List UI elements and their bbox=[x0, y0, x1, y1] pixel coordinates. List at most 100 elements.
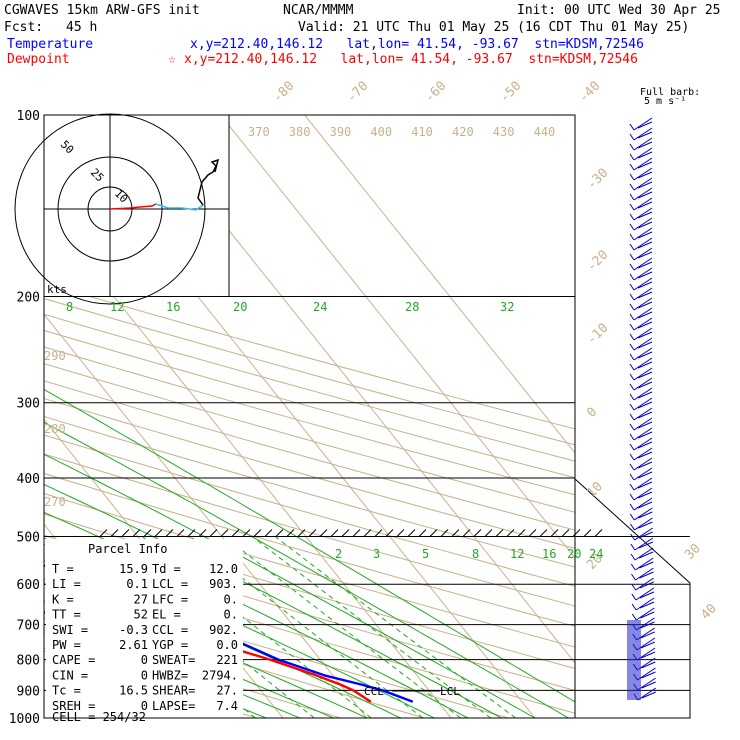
wind-barb-flag bbox=[633, 147, 653, 161]
isotherm-label: -70 bbox=[344, 79, 371, 106]
parcel-field-label: PW = bbox=[52, 638, 81, 652]
wind-barb-shaft bbox=[629, 333, 635, 341]
wind-barb-flag bbox=[637, 231, 653, 239]
wind-barb-flag bbox=[637, 141, 653, 149]
pressure-tick-label: 200 bbox=[17, 291, 40, 306]
parcel-field-label: LI = bbox=[52, 577, 81, 591]
hatch-mark bbox=[495, 529, 504, 537]
pressure-tick-label: 600 bbox=[17, 578, 40, 593]
hatch-mark bbox=[396, 529, 405, 537]
parcel-field-label: SWEAT= bbox=[152, 653, 195, 667]
hatch-mark bbox=[539, 529, 548, 537]
wind-barb-shaft bbox=[629, 303, 635, 311]
dry-adiabat-line bbox=[44, 602, 427, 718]
ccl-label: CCL bbox=[364, 685, 384, 698]
dry-adiabat-line bbox=[44, 313, 575, 462]
hatch-mark bbox=[176, 529, 185, 537]
wind-barb-flag bbox=[633, 327, 653, 341]
wind-barb-flag bbox=[638, 511, 653, 519]
parcel-cell: CELL = 254/32 bbox=[52, 710, 146, 724]
legend-dewpoint-label: Dewpoint bbox=[7, 52, 70, 67]
temperature-profile-line bbox=[44, 564, 414, 703]
wind-barb-shaft bbox=[631, 583, 637, 591]
org-label: NCAR/MMMM bbox=[283, 3, 354, 18]
parcel-field-label: CIN = bbox=[52, 668, 88, 682]
init-time: Init: 00 UTC Wed 30 Apr 25 bbox=[517, 3, 721, 18]
hatch-mark bbox=[462, 529, 471, 537]
parcel-field-value: 27 bbox=[134, 592, 148, 606]
wind-barb-shaft bbox=[629, 373, 635, 381]
wind-barb-flag bbox=[633, 387, 653, 401]
wind-barb-flag bbox=[637, 131, 653, 139]
isotherm-label: -60 bbox=[422, 79, 449, 106]
parcel-field-label: YGP = bbox=[152, 638, 188, 652]
mixing-ratio-line bbox=[251, 536, 491, 718]
wind-barb-flag bbox=[633, 117, 653, 131]
parcel-field-value: 27. bbox=[216, 684, 238, 698]
hatch-marks-500 bbox=[99, 529, 603, 537]
hodograph-trace-red bbox=[109, 203, 157, 210]
hodograph-units: kts bbox=[47, 283, 67, 296]
hatch-mark bbox=[385, 529, 394, 537]
dry-adiabat-line bbox=[44, 346, 575, 496]
wind-barb-flag bbox=[640, 621, 655, 629]
hatch-mark bbox=[330, 529, 339, 537]
hatch-mark bbox=[583, 529, 592, 537]
parcel-field-label: CCL = bbox=[152, 623, 188, 637]
hatch-mark bbox=[440, 529, 449, 537]
wind-barb-flag bbox=[637, 471, 653, 479]
wind-barb-flag bbox=[641, 671, 656, 679]
fcst-value: 45 h bbox=[66, 20, 97, 35]
wind-barb-shaft bbox=[629, 293, 635, 301]
wind-barb-flag bbox=[637, 441, 653, 449]
wind-barb-flag bbox=[633, 317, 653, 331]
hatch-mark bbox=[308, 529, 317, 537]
wind-barb-flag bbox=[633, 477, 653, 491]
wind-barb-flag bbox=[637, 161, 653, 169]
wind-barb-flag bbox=[633, 467, 653, 481]
hatch-mark bbox=[319, 529, 328, 537]
wind-barb-flag bbox=[640, 611, 655, 619]
pressure-tick-label: 700 bbox=[17, 619, 40, 634]
parcel-field-label: Td = bbox=[152, 562, 181, 576]
wind-barb-flag bbox=[633, 457, 653, 471]
wind-barb-flag bbox=[635, 587, 655, 601]
wind-barb-flag bbox=[633, 157, 653, 171]
wind-barb-flag bbox=[641, 681, 656, 689]
parcel-field-value: 221 bbox=[216, 653, 238, 667]
ccl-lcl-markers: CCL LCL bbox=[364, 685, 460, 698]
hatch-mark bbox=[231, 529, 240, 537]
hatch-mark bbox=[297, 529, 306, 537]
hodograph-trace-black bbox=[197, 158, 220, 206]
hatch-mark bbox=[528, 529, 537, 537]
wind-barb-shaft bbox=[629, 423, 635, 431]
header: CGWAVES 15km ARW-GFS init NCAR/MMMM Init… bbox=[4, 3, 721, 107]
wind-barb-flag bbox=[637, 241, 653, 249]
wind-barb-flag bbox=[633, 217, 653, 231]
wind-barb-flag bbox=[637, 491, 653, 499]
hatch-mark bbox=[220, 529, 229, 537]
wind-barb-flag bbox=[637, 311, 653, 319]
wind-barb-shaft bbox=[629, 443, 635, 451]
hatch-mark bbox=[506, 529, 515, 537]
wind-barb-shaft bbox=[629, 153, 635, 161]
wind-barb-shaft bbox=[629, 453, 635, 461]
wind-barb-flag bbox=[633, 127, 653, 141]
parcel-field-value: 16.5 bbox=[119, 684, 148, 698]
hatch-mark bbox=[198, 529, 207, 537]
isotherm-label: -10 bbox=[584, 321, 611, 348]
wind-barb-shaft bbox=[629, 433, 635, 441]
wind-barb-flag bbox=[637, 261, 653, 269]
hatch-mark bbox=[99, 529, 108, 537]
wind-barb-flag bbox=[633, 437, 653, 451]
wind-barb-flag bbox=[637, 361, 653, 369]
parcel-field-label: T = bbox=[52, 562, 74, 576]
wind-barb-shaft bbox=[629, 193, 635, 201]
isotherm-label: 0 bbox=[584, 405, 600, 421]
hodograph-trace-cyan bbox=[155, 203, 204, 211]
wind-barb-shaft bbox=[630, 543, 636, 551]
wind-barb-shaft bbox=[629, 403, 635, 411]
hatch-mark bbox=[561, 529, 570, 537]
wind-barb-shaft bbox=[629, 283, 635, 291]
hatch-mark bbox=[418, 529, 427, 537]
